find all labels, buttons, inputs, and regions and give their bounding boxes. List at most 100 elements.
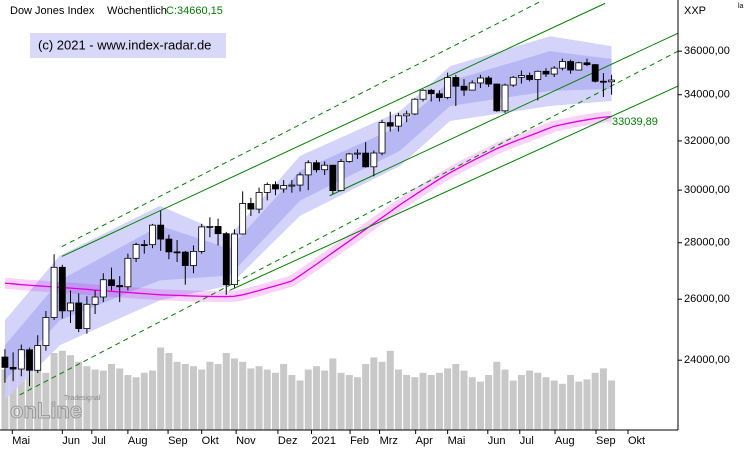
candle-body: [132, 244, 140, 259]
last-close: C:34660,15: [166, 5, 223, 17]
volume-bar: [26, 364, 34, 430]
candle-body: [222, 233, 230, 286]
candle-body: [386, 122, 394, 127]
trend-line: [19, 50, 679, 396]
candle-body: [452, 77, 460, 87]
x-tick-label: Nov: [236, 435, 256, 447]
volume-bar: [599, 368, 607, 430]
x-tick-label: Aug: [128, 435, 148, 447]
volume-bar: [263, 369, 271, 430]
candle-body: [231, 233, 238, 286]
candle-body: [591, 64, 599, 82]
y-tick-label: 26000,00: [684, 293, 730, 305]
candle-body: [509, 76, 517, 86]
volume-bar: [509, 380, 517, 430]
candle-body: [67, 302, 74, 312]
volume-bar: [189, 366, 197, 430]
candle-body: [354, 152, 361, 155]
x-tick-label: Mai: [12, 435, 30, 447]
volume-bar: [583, 379, 591, 430]
trend-line: [229, 85, 679, 291]
x-tick-label: Sep: [168, 435, 188, 447]
candle-body: [83, 303, 91, 330]
candle-body: [198, 226, 206, 252]
candle-body: [608, 79, 615, 83]
volume-bar: [280, 364, 288, 430]
corner-label: la: [738, 3, 744, 10]
chart-title: Dow Jones Index: [10, 5, 95, 17]
y-tick-label: 36000,00: [684, 45, 730, 57]
candle-body: [542, 70, 550, 75]
copyright-box: [30, 33, 226, 58]
volume-bar: [452, 364, 460, 430]
candle-body: [116, 285, 124, 288]
candle-body: [493, 83, 501, 112]
candle-body: [313, 162, 320, 171]
candle-body: [345, 153, 353, 162]
candle-body: [419, 89, 427, 100]
candle-body: [468, 82, 476, 91]
volume-bar: [427, 375, 435, 430]
candle-body: [214, 225, 222, 235]
candle-body: [255, 192, 263, 210]
volume-bar: [67, 355, 75, 430]
volume-bar: [567, 375, 575, 430]
volume-bar: [247, 368, 255, 430]
candle-body: [247, 203, 255, 210]
volume-bar: [550, 380, 558, 430]
candle-body: [477, 77, 484, 84]
volume-bar: [526, 370, 534, 430]
volume-bar: [403, 375, 411, 430]
candle-body: [99, 279, 107, 298]
candle-body: [411, 98, 419, 115]
trend-line: [61, 2, 606, 257]
volume-bar: [370, 357, 378, 430]
volume-bar: [460, 370, 468, 430]
candle-body: [329, 164, 337, 191]
candle-body: [370, 152, 378, 168]
candle-body: [108, 279, 115, 286]
volume-bar: [485, 375, 493, 430]
candle-body: [436, 93, 443, 98]
candle-body: [272, 184, 279, 190]
x-tick-label: Okt: [202, 435, 219, 447]
x-tick-label: Dez: [278, 435, 298, 447]
candle-body: [534, 70, 542, 80]
volume-bar: [386, 350, 394, 430]
volume-bar: [271, 372, 279, 430]
y-tick-label: 32000,00: [684, 135, 730, 147]
x-tick-label: Feb: [350, 435, 369, 447]
copyright: (c) 2021 - www.index-radar.de: [38, 37, 211, 52]
volume-bar: [34, 367, 42, 430]
volume-bar: [542, 377, 550, 430]
candle-body: [149, 224, 156, 246]
volume-bar: [345, 375, 353, 430]
candle-body: [460, 85, 468, 91]
candle-body: [599, 80, 607, 83]
ma-annotation: 33039,89: [612, 116, 658, 128]
volume-bar: [534, 372, 542, 430]
volume-bar: [214, 364, 222, 430]
volume-bar: [362, 364, 370, 430]
volume-bar: [493, 361, 501, 430]
volume-bar: [435, 372, 443, 430]
volume-bar: [321, 370, 329, 430]
candle-body: [321, 164, 329, 171]
candle-body: [444, 77, 452, 98]
candle-body: [296, 174, 304, 186]
candle-body: [518, 75, 525, 78]
volume-bar: [17, 361, 25, 430]
volume-bar: [116, 368, 124, 430]
volume-bar: [239, 361, 247, 430]
volume-bar: [83, 366, 91, 430]
candle-body: [165, 238, 173, 253]
candle-body: [9, 366, 17, 370]
volume-bar: [50, 353, 58, 430]
x-tick-label: Okt: [628, 435, 645, 447]
volume-bar: [288, 375, 296, 430]
volume-bar: [124, 375, 132, 430]
candle-body: [280, 185, 288, 190]
candle-body: [17, 349, 25, 370]
candle-body: [181, 251, 189, 266]
